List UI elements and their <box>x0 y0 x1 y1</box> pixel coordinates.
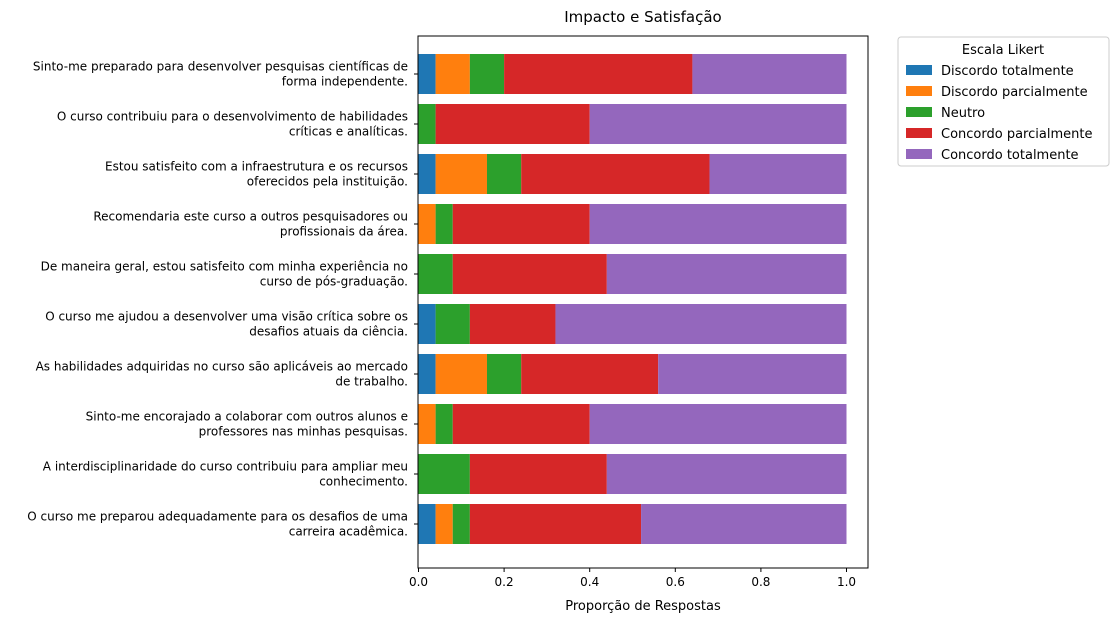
legend-swatch-5 <box>906 149 932 159</box>
bar-segment-8-series-5 <box>589 404 847 444</box>
bar-segment-4-series-3 <box>435 204 453 244</box>
legend-label-1: Discordo totalmente <box>941 64 1074 79</box>
y-tick-label-3: Estou satisfeito com a infraestrutura e … <box>105 160 408 189</box>
bar-segment-5-series-5 <box>606 254 847 294</box>
bar-segment-3-series-3 <box>486 154 522 194</box>
x-tick-label-1: 0.0 <box>409 575 428 589</box>
y-tick-label-1: Sinto-me preparado para desenvolver pesq… <box>33 60 408 89</box>
y-tick-label-4: Recomendaria este curso a outros pesquis… <box>93 210 408 239</box>
y-tick-label-6: O curso me ajudou a desenvolver uma visã… <box>45 310 408 339</box>
legend-frame <box>897 36 1110 167</box>
legend-label-4: Concordo parcialmente <box>941 127 1092 142</box>
bar-segment-7-series-2 <box>435 354 487 394</box>
bar-segment-1-series-4 <box>504 54 693 94</box>
plot-area-frame <box>417 35 869 569</box>
bar-segment-1-series-2 <box>435 54 470 94</box>
bar-segment-4-series-5 <box>589 204 847 244</box>
bar-segment-7-series-3 <box>486 354 522 394</box>
x-axis-label: Proporção de Respostas <box>565 599 721 614</box>
bar-segment-1-series-3 <box>469 54 505 94</box>
y-tick-label-10: O curso me preparou adequadamente para o… <box>27 510 408 539</box>
legend-label-5: Concordo totalmente <box>941 148 1079 163</box>
bar-segment-2-series-5 <box>589 104 847 144</box>
legend-label-2: Discordo parcialmente <box>941 85 1088 100</box>
bar-segment-2-series-3 <box>418 104 436 144</box>
bar-segment-10-series-2 <box>435 504 453 544</box>
y-tick-label-9: A interdisciplinaridade do curso contrib… <box>43 460 408 489</box>
bar-segment-5-series-4 <box>452 254 607 294</box>
y-axis: Sinto-me preparado para desenvolver pesq… <box>27 60 418 539</box>
x-tick-label-3: 0.4 <box>580 575 599 589</box>
bar-segment-7-series-5 <box>658 354 847 394</box>
bar-segment-2-series-4 <box>435 104 590 144</box>
y-tick-label-7: As habilidades adquiridas no curso são a… <box>36 360 408 389</box>
legend-title: Escala Likert <box>962 43 1044 58</box>
bar-segment-7-series-1 <box>418 354 436 394</box>
bars-layer <box>418 54 847 544</box>
bar-segment-10-series-1 <box>418 504 436 544</box>
bar-segment-10-series-3 <box>452 504 470 544</box>
bar-segment-8-series-3 <box>435 404 453 444</box>
bar-segment-6-series-3 <box>435 304 470 344</box>
legend-label-3: Neutro <box>941 106 985 121</box>
legend: Escala Likert Discordo totalmente Discord… <box>897 36 1110 167</box>
x-tick-label-5: 0.8 <box>751 575 770 589</box>
bar-segment-10-series-4 <box>469 504 642 544</box>
x-axis: 0.0 0.2 0.4 0.6 0.8 1.0 <box>409 568 856 589</box>
bar-segment-3-series-1 <box>418 154 436 194</box>
bar-segment-4-series-4 <box>452 204 590 244</box>
bar-segment-5-series-3 <box>418 254 453 294</box>
bar-segment-9-series-4 <box>469 454 607 494</box>
bar-segment-3-series-4 <box>521 154 710 194</box>
legend-swatch-1 <box>906 65 932 75</box>
bar-segment-3-series-2 <box>435 154 487 194</box>
bar-segment-7-series-4 <box>521 354 659 394</box>
y-tick-label-8: Sinto-me encorajado a colaborar com outr… <box>86 410 408 439</box>
y-tick-label-2: O curso contribuiu para o desenvolviment… <box>57 110 408 139</box>
legend-swatch-2 <box>906 86 932 96</box>
bar-segment-10-series-5 <box>641 504 847 544</box>
legend-swatch-3 <box>906 107 932 117</box>
bar-segment-1-series-1 <box>418 54 436 94</box>
y-tick-label-5: De maneira geral, estou satisfeito com m… <box>41 260 408 289</box>
bar-segment-8-series-2 <box>418 404 436 444</box>
x-tick-label-4: 0.6 <box>666 575 685 589</box>
x-tick-label-6: 1.0 <box>837 575 856 589</box>
bar-segment-6-series-1 <box>418 304 436 344</box>
bar-segment-9-series-5 <box>606 454 847 494</box>
bar-segment-6-series-5 <box>555 304 847 344</box>
bar-segment-1-series-5 <box>692 54 847 94</box>
chart-title: Impacto e Satisfação <box>564 8 722 26</box>
bar-segment-9-series-3 <box>418 454 470 494</box>
bar-segment-6-series-4 <box>469 304 556 344</box>
legend-swatch-4 <box>906 128 932 138</box>
bar-segment-3-series-5 <box>709 154 847 194</box>
bar-segment-8-series-4 <box>452 404 590 444</box>
bar-segment-4-series-2 <box>418 204 436 244</box>
x-tick-label-2: 0.2 <box>495 575 514 589</box>
